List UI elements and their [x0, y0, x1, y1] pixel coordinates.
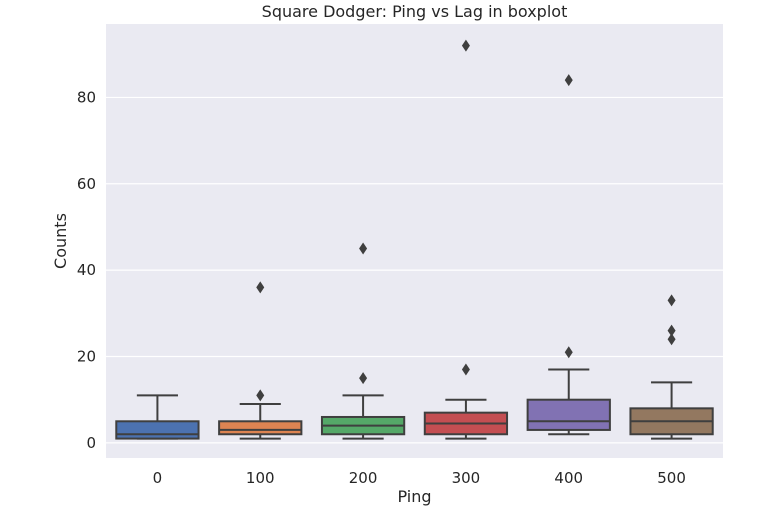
outlier-point — [256, 281, 265, 294]
x-tick-label: 400 — [554, 469, 583, 487]
plot-area: 0 20 40 60 80 0 100 200 300 400 500 — [77, 24, 723, 487]
box-group-500 — [629, 294, 714, 440]
x-tick-label: 200 — [349, 469, 378, 487]
x-tick-label: 300 — [452, 469, 481, 487]
outlier-point — [461, 39, 470, 52]
y-tick-label: 0 — [86, 434, 96, 452]
box-group-100 — [218, 281, 303, 440]
box-iqr — [115, 420, 200, 440]
y-axis-label: Counts — [51, 213, 70, 269]
y-tick-label: 20 — [77, 348, 96, 366]
outlier-point — [667, 324, 676, 337]
outlier-point — [667, 294, 676, 307]
outlier-point — [667, 333, 676, 346]
outlier-point — [564, 346, 573, 359]
box-group-0 — [115, 394, 200, 440]
x-axis-label: Ping — [397, 487, 431, 506]
outlier-point — [564, 74, 573, 87]
box-group-200 — [320, 242, 406, 440]
outlier-point — [359, 242, 368, 255]
y-tick-label: 80 — [77, 88, 96, 106]
y-tick-label: 60 — [77, 175, 96, 193]
outlier-point — [256, 389, 265, 402]
x-tick-label: 500 — [657, 469, 686, 487]
x-tick-label: 0 — [153, 469, 163, 487]
box-group-400 — [526, 74, 611, 436]
plot-background — [106, 24, 723, 458]
y-tick-label: 40 — [77, 261, 96, 279]
x-tick-label: 100 — [246, 469, 275, 487]
outlier-point — [359, 372, 368, 385]
chart-title: Square Dodger: Ping vs Lag in boxplot — [262, 2, 568, 21]
box-iqr — [526, 398, 611, 431]
outlier-point — [461, 363, 470, 376]
box-group-300 — [423, 39, 509, 440]
box-iqr — [218, 420, 303, 436]
